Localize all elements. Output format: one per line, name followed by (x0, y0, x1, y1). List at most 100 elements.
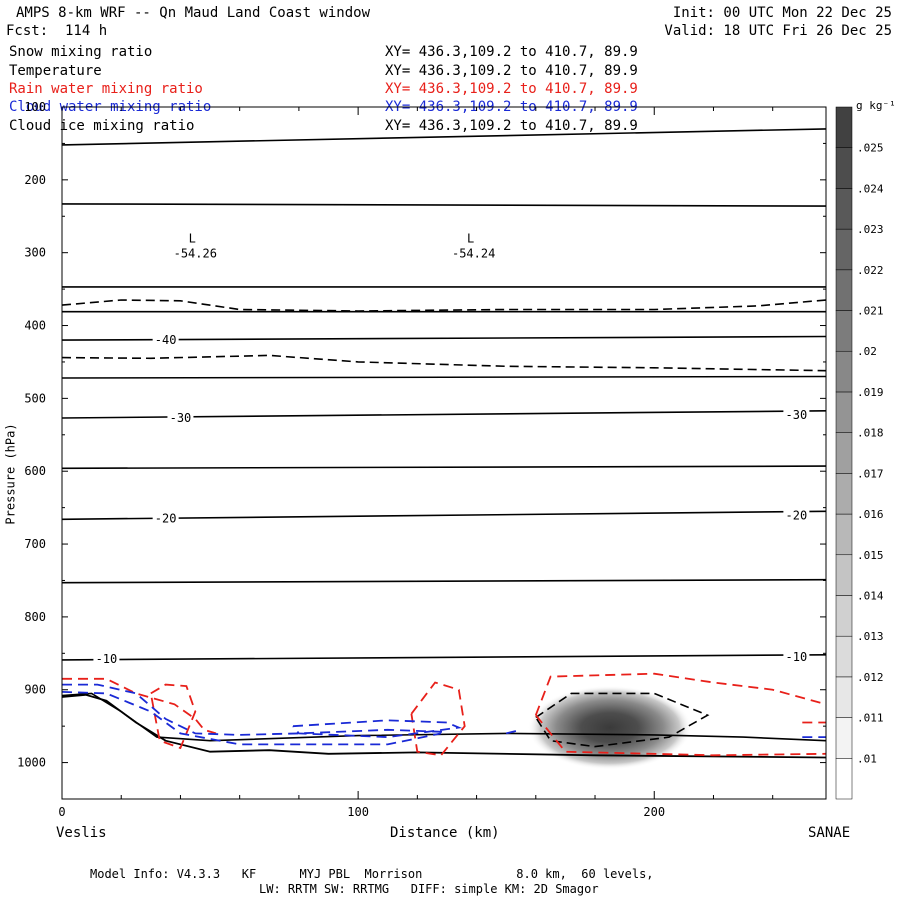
rain-water-contour (410, 681, 466, 757)
colorbar-tick-label: .014 (857, 589, 884, 602)
cloud-water-contour (62, 691, 442, 746)
y-tick-label: 300 (24, 246, 46, 260)
terrain-line (62, 693, 826, 759)
isotherm-label-bg (167, 411, 194, 426)
isotherm-label-bg (152, 333, 179, 348)
y-tick-label: 700 (24, 537, 46, 551)
colorbar-tick-label: .023 (857, 223, 884, 236)
colorbar-segment (835, 554, 853, 596)
isotherm-label: -20 (155, 512, 177, 526)
y-tick-label: 1000 (17, 756, 46, 770)
y-tick-label: 900 (24, 683, 46, 697)
isotherm-label: -30 (786, 408, 808, 422)
init-time: Init: 00 UTC Mon 22 Dec 25 (672, 5, 892, 21)
cloud-water-contour (292, 719, 463, 739)
x-tick-label: 0 (58, 805, 65, 819)
isotherm-label-bg (152, 511, 179, 526)
chart-title: AMPS 8-km WRF -- Qn Maud Land Coast wind… (16, 5, 371, 21)
colorbar-segment (835, 350, 853, 393)
y-tick-label: 800 (24, 610, 46, 624)
x-axis-title: Distance (km) (390, 825, 500, 841)
legend-xy-snow: XY= 436.3,109.2 to 410.7, 89.9 (385, 44, 638, 60)
low-value: -54.24 (452, 246, 495, 260)
colorbar-tick-label: .01 (857, 752, 877, 765)
isotherm-label: -40 (155, 333, 177, 347)
temperature-isotherm (62, 465, 826, 470)
isotherm-label: -10 (786, 650, 808, 664)
colorbar-tick-label: .013 (857, 630, 884, 643)
colorbar-segment (835, 513, 853, 556)
colorbar-tick-label: .025 (857, 142, 884, 155)
colorbar-tick-label: .012 (857, 671, 884, 684)
legend-label-temperature: Temperature (9, 63, 102, 79)
colorbar-tick-label: .018 (857, 427, 884, 440)
x-tick-label: 100 (347, 805, 369, 819)
temperature-isotherm (62, 335, 826, 341)
legend-label-cloud-ice: Cloud ice mixing ratio (9, 118, 195, 134)
isotherm-label-bg (93, 652, 120, 667)
plot-frame (61, 106, 827, 800)
legend-xy-rain: XY= 436.3,109.2 to 410.7, 89.9 (385, 81, 638, 97)
colorbar-segment (835, 758, 853, 800)
colorbar-segment (835, 717, 853, 759)
y-tick-label: 500 (24, 391, 46, 405)
temperature-isotherm (62, 578, 826, 584)
y-tick-label: 200 (24, 173, 46, 187)
low-symbol: L (189, 231, 196, 245)
colorbar-tick-label: .017 (857, 467, 884, 480)
rain-water-contour (534, 672, 826, 716)
colorbar-segment (835, 676, 853, 718)
colorbar-segment (835, 188, 853, 230)
colorbar-tick-label: .011 (857, 712, 884, 725)
model-physics: LW: RRTM SW: RRTMG DIFF: simple KM: 2D S… (259, 882, 599, 896)
isotherm-label-bg (783, 508, 810, 523)
isotherm-label: -30 (170, 411, 192, 425)
temperature-isotherm (62, 510, 826, 521)
y-tick-label: 100 (24, 100, 46, 114)
colorbar-segment (835, 147, 853, 189)
temperature-isotherm (62, 128, 826, 146)
forecast-hour: Fcst: 114 h (6, 23, 108, 39)
cloud-water-contour (62, 683, 448, 736)
colorbar-tick-label: .019 (857, 386, 884, 399)
colorbar-segment (835, 595, 853, 637)
x-tick-label: 200 (643, 805, 665, 819)
colorbar-tick-label: .015 (857, 549, 884, 562)
legend-label-rain: Rain water mixing ratio (9, 81, 203, 97)
colorbar-tick-label: .02 (857, 345, 877, 358)
cloud-water-contour (505, 728, 522, 735)
colorbar-segment (835, 391, 853, 433)
temperature-isotherm (62, 692, 826, 742)
rain-water-contour (535, 714, 826, 757)
isotherm-label-bg (783, 649, 810, 664)
x-start-label: Veslis (56, 825, 107, 841)
y-axis-title: Pressure (hPa) (3, 423, 18, 525)
low-symbol: L (467, 231, 474, 245)
legend-xy-temperature: XY= 436.3,109.2 to 410.7, 89.9 (385, 63, 638, 79)
temperature-isotherm (62, 375, 826, 379)
colorbar-segment (835, 635, 853, 678)
valid-time: Valid: 18 UTC Fri 26 Dec 25 (664, 23, 892, 39)
isotherm-label: -20 (786, 509, 808, 523)
legend-label-snow: Snow mixing ratio (9, 44, 153, 60)
y-tick-label: 600 (24, 464, 46, 478)
isotherm-label-bg (783, 408, 810, 423)
snow-mixing-ratio-shading (527, 685, 692, 770)
rain-water-contour (149, 683, 197, 750)
rain-water-contour (62, 677, 217, 735)
y-tick-label: 400 (24, 319, 46, 333)
colorbar-segment (835, 432, 853, 474)
colorbar-segment (835, 228, 853, 271)
colorbar-tick-label: .016 (857, 508, 884, 521)
colorbar-segment (835, 269, 853, 311)
x-end-label: SANAE (808, 825, 851, 841)
temperature-isotherm (62, 654, 826, 661)
colorbar-segment (835, 473, 853, 515)
colorbar-tick-label: .022 (857, 264, 884, 277)
colorbar-segment (835, 106, 853, 148)
colorbar-tick-label: .024 (857, 182, 884, 195)
low-value: -54.26 (174, 246, 217, 260)
temperature-isotherm (62, 203, 826, 207)
model-info: Model Info: V4.3.3 KF MYJ PBL Morrison 8… (90, 867, 654, 881)
